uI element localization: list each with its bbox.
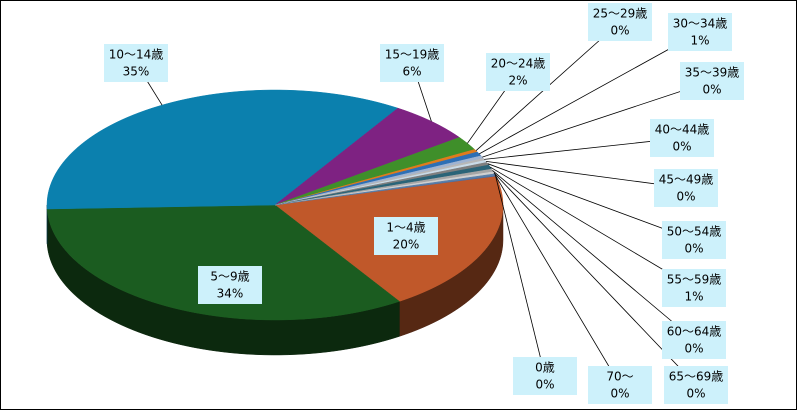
slice — [46, 89, 399, 210]
label-category: 5～9歳 — [210, 270, 249, 284]
label-category: 50～54歳 — [667, 225, 722, 239]
label-value: 0% — [610, 24, 629, 38]
leader-line — [487, 163, 695, 241]
leader-line — [492, 170, 695, 341]
label-box — [680, 62, 744, 100]
label-box — [668, 13, 732, 51]
label-value: 6% — [402, 65, 421, 79]
label-category: 60～64歳 — [667, 325, 722, 339]
label-box — [662, 321, 726, 359]
label-value: 1% — [684, 290, 703, 304]
slice — [46, 204, 400, 321]
label-box — [664, 366, 728, 404]
label-category: 10～14歳 — [109, 48, 164, 62]
label-category: 65～69歳 — [669, 370, 724, 384]
label-value: 0% — [676, 190, 695, 204]
slice — [274, 173, 496, 206]
label-value: 2% — [508, 74, 527, 88]
label-box — [588, 366, 652, 404]
label-box — [650, 119, 714, 157]
label-value: 34% — [217, 287, 244, 301]
leader-line — [485, 160, 687, 189]
label-box — [198, 266, 262, 304]
label-value: 35% — [123, 65, 150, 79]
label-value: 1% — [690, 34, 709, 48]
label-box — [374, 217, 438, 255]
label-value: 0% — [535, 378, 554, 392]
label-box — [662, 269, 726, 307]
leader-line — [490, 166, 695, 289]
label-value: 20% — [393, 238, 420, 252]
leader-line — [484, 137, 683, 160]
label-box — [104, 44, 168, 82]
label-box — [380, 44, 444, 82]
label-value: 0% — [684, 242, 703, 256]
label-category: 1～4歳 — [386, 221, 425, 235]
label-value: 0% — [684, 342, 703, 356]
label-category: 45～49歳 — [659, 173, 714, 187]
label-category: 0歳 — [535, 361, 555, 375]
label-value: 0% — [702, 83, 721, 97]
leader-line — [482, 80, 713, 158]
label-value: 0% — [686, 387, 705, 401]
label-category: 55～59歳 — [667, 273, 722, 287]
label-box — [513, 357, 577, 395]
label-box — [654, 169, 718, 207]
label-value: 0% — [610, 387, 629, 401]
data-labels: 0歳 0% 1～4歳 20% 5～9歳 34% 10～14歳 35% 15～19歳 6% 20～24… — [104, 3, 744, 404]
slice — [274, 107, 460, 206]
label-box — [486, 53, 550, 91]
label-category: 30～34歳 — [673, 17, 728, 31]
label-value: 0% — [672, 140, 691, 154]
leader-line — [479, 31, 701, 155]
label-category: 20～24歳 — [491, 57, 546, 71]
leader-line — [494, 174, 621, 386]
label-box — [662, 221, 726, 259]
label-category: 25～29歳 — [593, 7, 648, 21]
label-category: 35～39歳 — [685, 66, 740, 80]
label-category: 40～44歳 — [655, 123, 710, 137]
label-category: 70～ — [606, 370, 633, 384]
label-category: 15～19歳 — [385, 48, 440, 62]
label-box — [588, 3, 652, 41]
leader-line — [495, 175, 546, 377]
pie-tops — [46, 89, 504, 321]
